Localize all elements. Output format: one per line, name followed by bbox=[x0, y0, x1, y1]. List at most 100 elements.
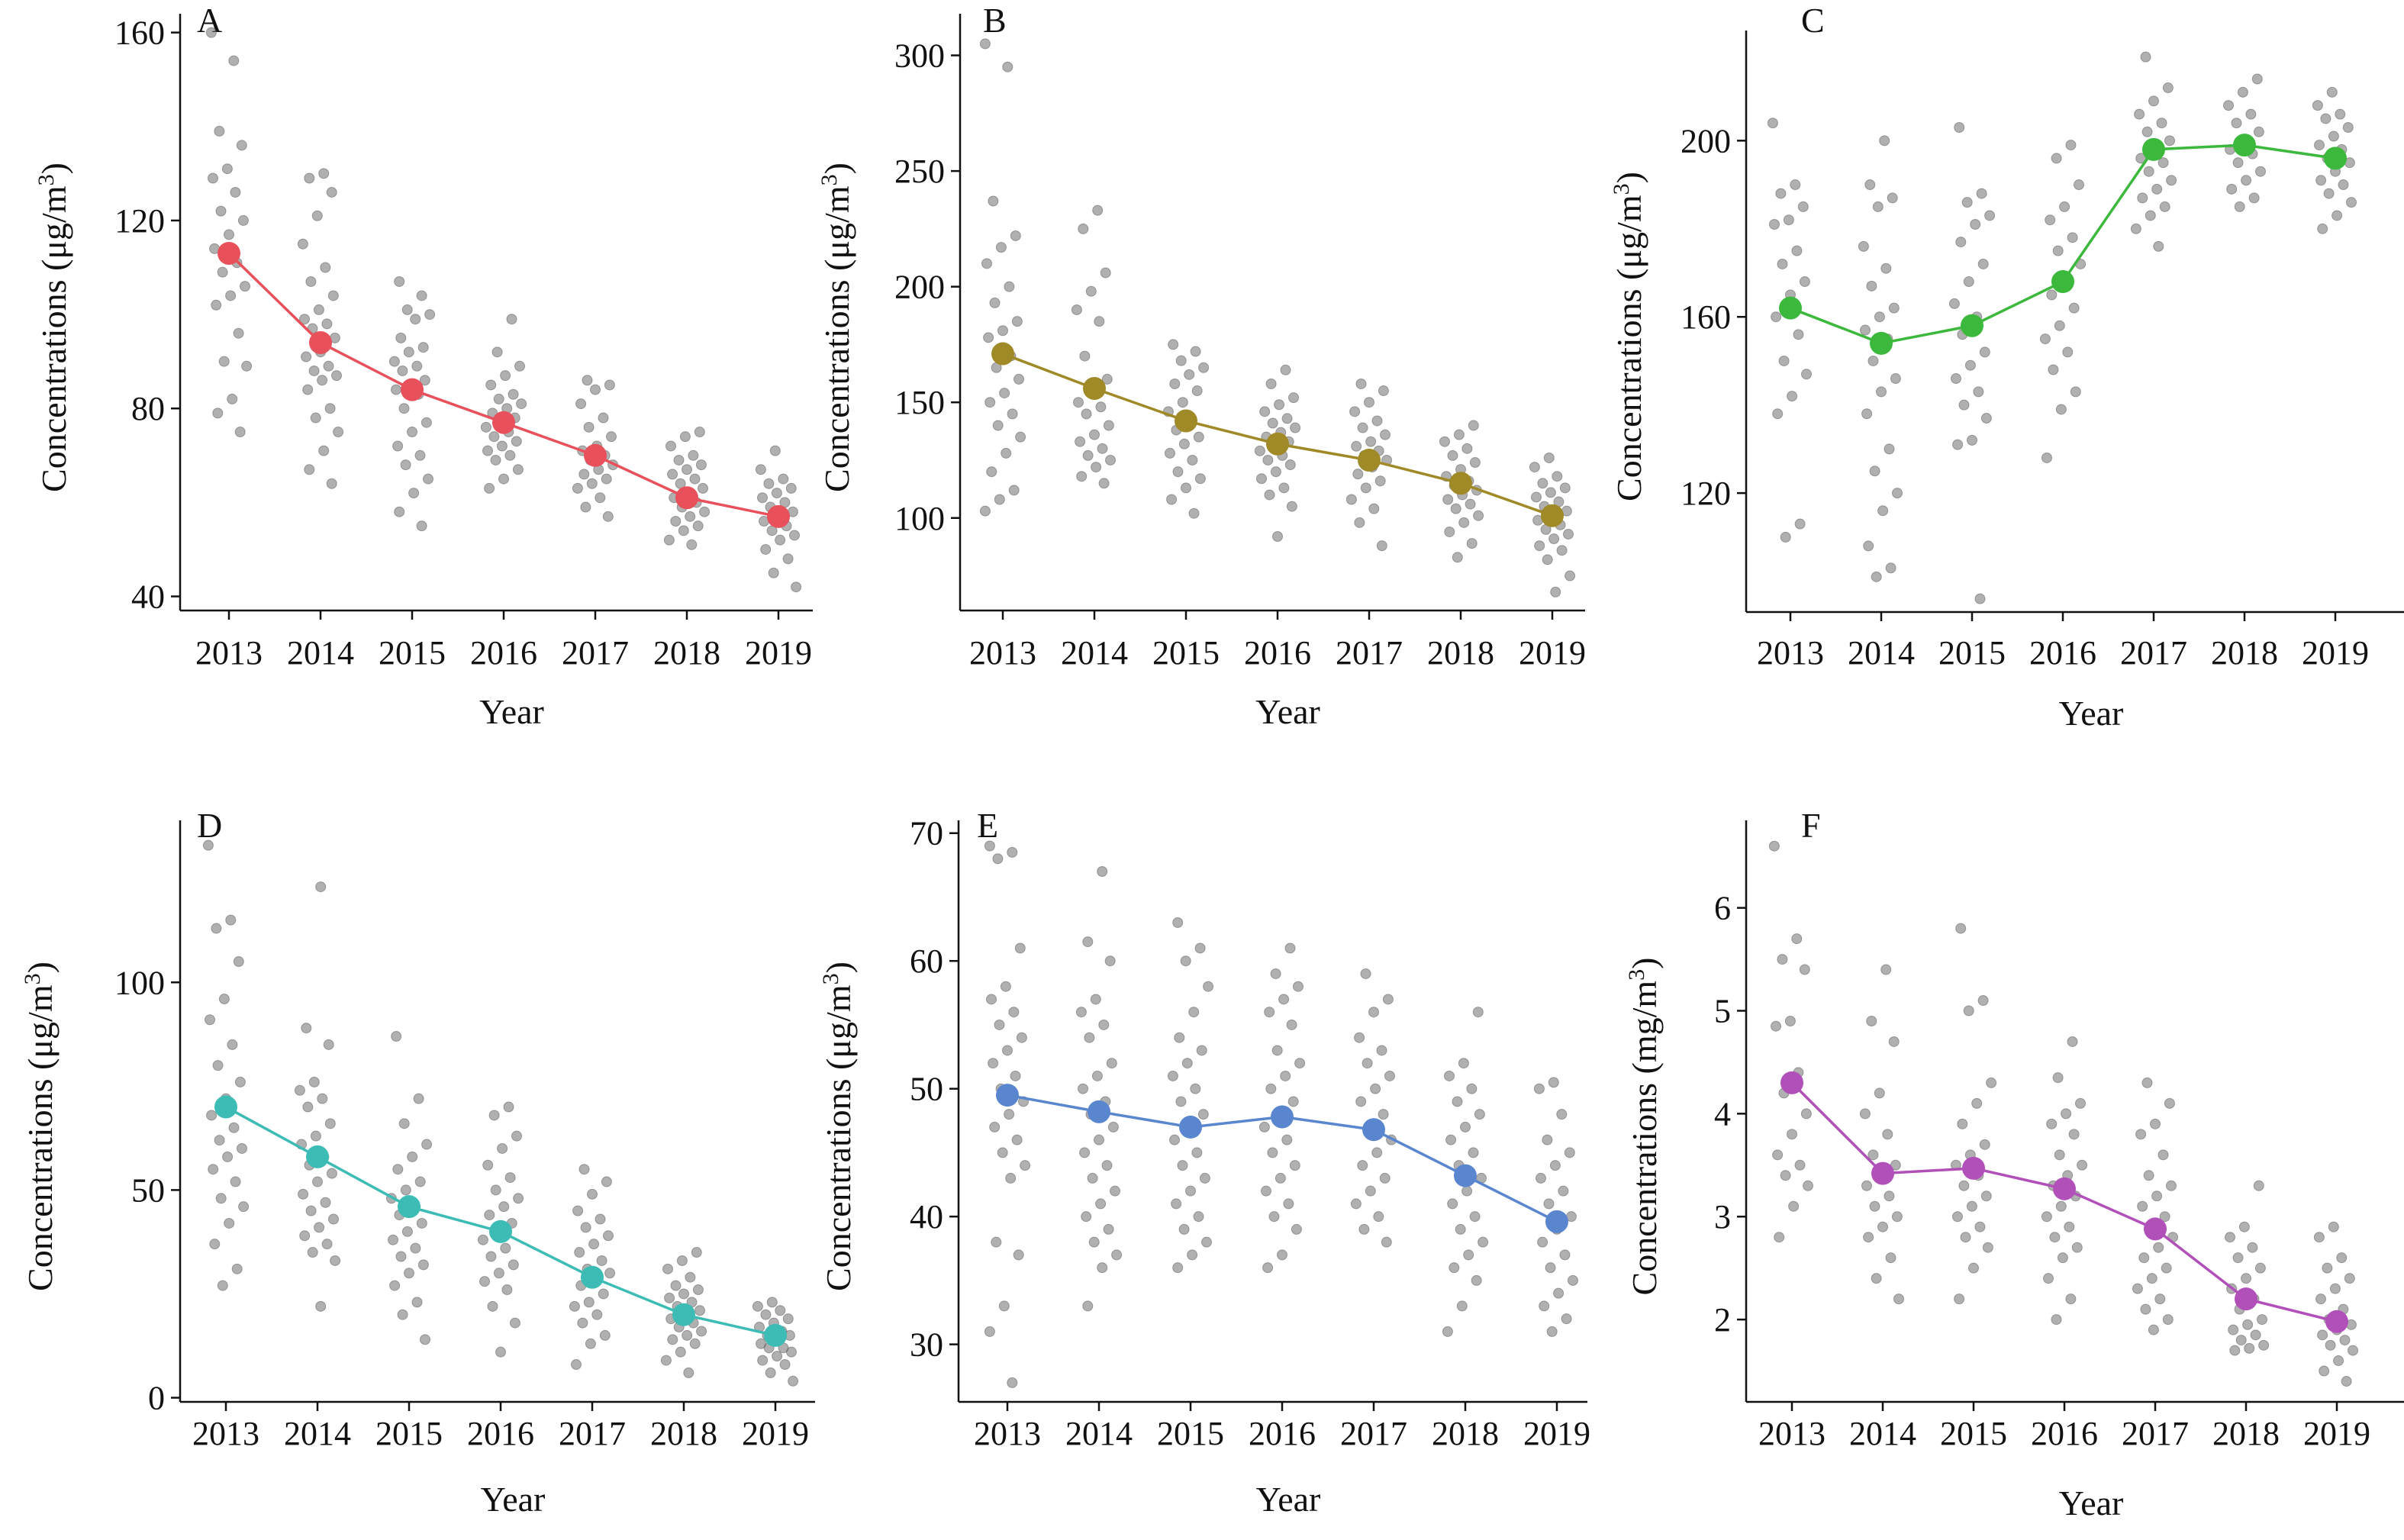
scatter-point bbox=[1166, 494, 1178, 505]
scatter-point bbox=[1097, 865, 1108, 877]
scatter-point bbox=[1265, 1083, 1277, 1094]
y-tick-label: 0 bbox=[148, 1380, 165, 1417]
scatter-point bbox=[1550, 586, 1561, 598]
scatter-point bbox=[401, 1226, 413, 1237]
scatter-point bbox=[404, 1268, 414, 1279]
scatter-point bbox=[1468, 420, 1479, 431]
scatter-point bbox=[1973, 386, 1984, 398]
scatter-point bbox=[1268, 1211, 1280, 1223]
scatter-point bbox=[989, 1121, 1001, 1132]
x-tick-label: 2013 bbox=[192, 1415, 259, 1452]
scatter-point bbox=[2241, 175, 2252, 186]
x-tick-label: 2016 bbox=[470, 634, 537, 672]
scatter-point bbox=[1958, 1180, 1970, 1191]
y-axis-title-main: Concentrations (μg/m bbox=[21, 984, 60, 1291]
scatter-point bbox=[327, 290, 339, 301]
x-tick-label: 2018 bbox=[650, 1415, 717, 1452]
scatter-point bbox=[305, 275, 317, 287]
y-axis-title-tail: ) bbox=[817, 163, 856, 174]
mean-point bbox=[489, 1219, 512, 1243]
scatter-point bbox=[208, 1164, 219, 1175]
scatter-point bbox=[1277, 1249, 1287, 1261]
scatter-point bbox=[1097, 1262, 1108, 1274]
x-tick-label: 2013 bbox=[1757, 634, 1824, 672]
scatter-point bbox=[1539, 1300, 1550, 1312]
scatter-point bbox=[689, 473, 701, 485]
x-tick-label: 2016 bbox=[2031, 1415, 2098, 1452]
scatter-point bbox=[1777, 954, 1788, 965]
scatter-point bbox=[583, 1297, 595, 1308]
scatter-point bbox=[1007, 846, 1018, 858]
scatter-point bbox=[208, 172, 218, 184]
scatter-point bbox=[2325, 1339, 2336, 1351]
scatter-point bbox=[299, 314, 310, 325]
scatter-point bbox=[1360, 482, 1371, 494]
scatter-point bbox=[234, 1076, 246, 1087]
x-tick-label: 2015 bbox=[1940, 1415, 2007, 1452]
scatter-point bbox=[660, 1355, 672, 1366]
scatter-point bbox=[763, 478, 775, 489]
mean-point bbox=[581, 1265, 604, 1289]
scatter-point bbox=[2247, 1242, 2258, 1253]
scatter-point bbox=[979, 505, 991, 517]
scatter-point bbox=[1105, 454, 1116, 466]
y-tick-label: 40 bbox=[910, 1198, 943, 1236]
mean-point bbox=[1266, 432, 1289, 456]
scatter-point bbox=[1272, 531, 1283, 543]
scatter-point bbox=[1371, 1147, 1383, 1158]
scatter-point bbox=[318, 445, 330, 456]
x-tick-label: 2018 bbox=[2211, 634, 2278, 672]
scatter-point bbox=[778, 473, 789, 485]
scatter-point bbox=[1256, 473, 1267, 485]
scatter-point bbox=[1980, 1190, 1992, 1202]
scatter-point bbox=[686, 539, 698, 550]
scatter-point bbox=[1175, 355, 1187, 366]
scatter-point bbox=[2313, 1232, 2325, 1243]
scatter-point bbox=[1469, 457, 1481, 469]
y-axis-title-main: Concentrations (μg/m bbox=[1610, 195, 1648, 501]
scatter-point bbox=[1442, 1326, 1453, 1337]
y-tick-label: 50 bbox=[131, 1171, 165, 1209]
scatter-point bbox=[205, 27, 217, 38]
scatter-point bbox=[513, 1193, 524, 1204]
scatter-point bbox=[1090, 994, 1101, 1005]
x-tick-label: 2017 bbox=[2120, 634, 2187, 672]
scatter-point bbox=[1461, 443, 1473, 454]
scatter-point bbox=[673, 454, 685, 466]
scatter-point bbox=[1351, 440, 1362, 452]
scatter-point bbox=[2067, 232, 2078, 243]
scatter-point bbox=[2320, 113, 2331, 124]
scatter-point bbox=[202, 839, 214, 851]
scatter-point bbox=[766, 1297, 778, 1308]
scatter-point bbox=[1196, 1045, 1207, 1056]
scatter-point bbox=[1084, 1032, 1095, 1043]
scatter-point bbox=[590, 384, 601, 395]
scatter-point bbox=[678, 525, 689, 536]
scatter-point bbox=[2317, 1329, 2328, 1341]
mean-point bbox=[764, 1323, 787, 1347]
scatter-point bbox=[1780, 1170, 1791, 1181]
scatter-point bbox=[228, 1122, 240, 1133]
scatter-point bbox=[419, 375, 430, 386]
mean-point bbox=[2144, 1217, 2167, 1241]
scatter-point bbox=[1874, 1087, 1885, 1099]
scatter-point bbox=[2258, 1339, 2270, 1351]
scatter-point bbox=[757, 492, 768, 504]
scatter-point bbox=[1801, 369, 1812, 380]
scatter-point bbox=[2137, 1200, 2148, 1212]
y-tick-label: 100 bbox=[114, 964, 165, 1001]
scatter-point bbox=[1278, 994, 1290, 1005]
scatter-point bbox=[1771, 311, 1782, 323]
scatter-point bbox=[1259, 406, 1271, 417]
scatter-point bbox=[2338, 179, 2349, 191]
scatter-point bbox=[1986, 1077, 1997, 1088]
y-tick-label: 160 bbox=[1681, 298, 1731, 336]
scatter-point bbox=[2148, 95, 2159, 107]
scatter-point bbox=[1261, 1185, 1271, 1197]
scatter-point bbox=[398, 403, 410, 414]
x-tick-label: 2017 bbox=[559, 1415, 626, 1452]
scatter-point bbox=[2065, 1294, 2077, 1305]
mean-point bbox=[1962, 1156, 1985, 1180]
scatter-point bbox=[2322, 1262, 2333, 1274]
scatter-point bbox=[757, 1355, 769, 1366]
